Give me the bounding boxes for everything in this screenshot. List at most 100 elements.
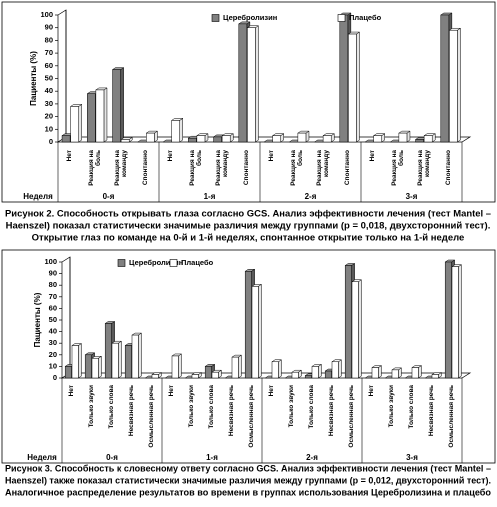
x-tick-label: Нет — [367, 385, 375, 397]
y-tick-label: 30 — [45, 99, 53, 108]
bar-side — [120, 67, 124, 143]
x-tick-label: Несвязная речь — [227, 385, 235, 437]
y-tick-label: 0 — [49, 137, 53, 146]
bar-front — [112, 69, 121, 143]
y-tick-label: 50 — [45, 73, 53, 82]
bar-front — [84, 354, 92, 379]
y-tick-label: 0 — [53, 373, 57, 382]
bar — [423, 133, 437, 143]
y-tick-label: 70 — [45, 48, 53, 57]
bar — [120, 136, 134, 143]
bar-side — [118, 340, 122, 379]
y-tick-label: 70 — [49, 292, 57, 301]
bar — [448, 27, 462, 143]
legend-swatch — [117, 259, 126, 267]
x-tick-label: Нет — [167, 385, 175, 397]
group-label: 3-я — [406, 192, 418, 201]
group-label: 0-я — [106, 453, 118, 462]
y-tick-label: 60 — [45, 61, 53, 70]
bar-front — [151, 374, 159, 379]
bar-front — [423, 135, 433, 143]
bar-front — [221, 135, 231, 143]
y-tick-label: 80 — [49, 280, 57, 289]
bar-front — [398, 132, 408, 143]
legend-swatch — [337, 14, 346, 22]
x-tick-label: Нет — [66, 150, 74, 162]
bar — [246, 25, 260, 143]
x-tick-label: Только звуки — [287, 385, 295, 428]
y-axis-label: Пациенты (%) — [33, 292, 42, 347]
bar-side — [78, 343, 82, 379]
bar-front — [95, 89, 105, 143]
group-label: 2-я — [306, 453, 318, 462]
legend-label: Плацебо — [349, 13, 382, 22]
bar-front — [64, 366, 72, 379]
bar — [131, 332, 143, 379]
y-tick-label: 40 — [45, 86, 53, 95]
bar — [191, 372, 203, 379]
bar-side — [318, 363, 322, 379]
x-tick-label: Несвязная речь — [327, 385, 335, 437]
x-tick-label: Осмысленная речь — [147, 385, 155, 448]
bar-front — [344, 265, 352, 379]
bar — [311, 363, 323, 379]
legend-swatch — [211, 14, 220, 22]
x-tick-label: Только звуки — [87, 385, 95, 428]
bar-side — [78, 103, 82, 143]
x-tick-label: Реакция на боль — [391, 150, 405, 186]
bar — [221, 133, 235, 143]
bar-side — [98, 355, 102, 379]
group-label: 1-я — [206, 453, 218, 462]
bar-front — [373, 135, 382, 143]
x-tick-label: Спонтанно — [344, 150, 352, 186]
bar-front — [196, 135, 206, 143]
y-tick-label: 60 — [49, 303, 57, 312]
x-tick-label: Только звуки — [187, 385, 195, 428]
bar-side — [138, 332, 142, 379]
legend-swatch — [169, 259, 178, 267]
bar-front — [244, 271, 252, 379]
bar — [271, 133, 285, 143]
bar-front — [411, 367, 419, 379]
bar-front — [171, 355, 179, 379]
bar — [196, 133, 209, 143]
x-tick-label: Нет — [369, 150, 377, 162]
bar-front — [451, 266, 459, 379]
bar — [347, 31, 361, 143]
bar-front — [231, 356, 239, 379]
y-tick-label: 20 — [45, 112, 53, 121]
bar — [211, 369, 223, 379]
bar-front — [131, 334, 139, 379]
bar-front — [171, 120, 180, 143]
legend-label: Церебролизин — [129, 258, 183, 267]
bar-front — [213, 136, 222, 143]
y-tick-label: 10 — [49, 361, 57, 370]
y-tick-label: 10 — [45, 124, 53, 133]
y-tick-label: 40 — [49, 327, 57, 336]
bar — [91, 355, 103, 379]
bar — [451, 264, 463, 379]
bar-front — [444, 261, 452, 379]
caption-line: Рисунок 3. Способность к словесному отве… — [5, 464, 491, 475]
legend-label: Плацебо — [181, 258, 214, 267]
bar-front — [247, 27, 256, 143]
bar-side — [255, 25, 259, 143]
x-tick-label: Нет — [67, 385, 75, 397]
bar-front — [238, 23, 248, 143]
x-tick-label: Реакция на боль — [88, 150, 102, 186]
y-tick-label: 80 — [45, 35, 53, 44]
bar-front — [331, 361, 339, 379]
bar-front — [71, 345, 79, 379]
bar-side — [356, 31, 360, 143]
bar-front — [391, 369, 399, 379]
x-tick-label: Реакция на команду — [214, 150, 229, 186]
bar-front — [188, 137, 197, 143]
group-label: 1-я — [204, 192, 216, 201]
bar — [431, 372, 443, 379]
bar-front — [271, 361, 279, 379]
x-tick-label: Осмысленная речь — [447, 385, 455, 448]
bar — [251, 283, 263, 379]
x-tick-label: Несвязная речь — [427, 385, 435, 437]
bar-front — [251, 286, 259, 379]
chart-frame — [1, 1, 496, 203]
